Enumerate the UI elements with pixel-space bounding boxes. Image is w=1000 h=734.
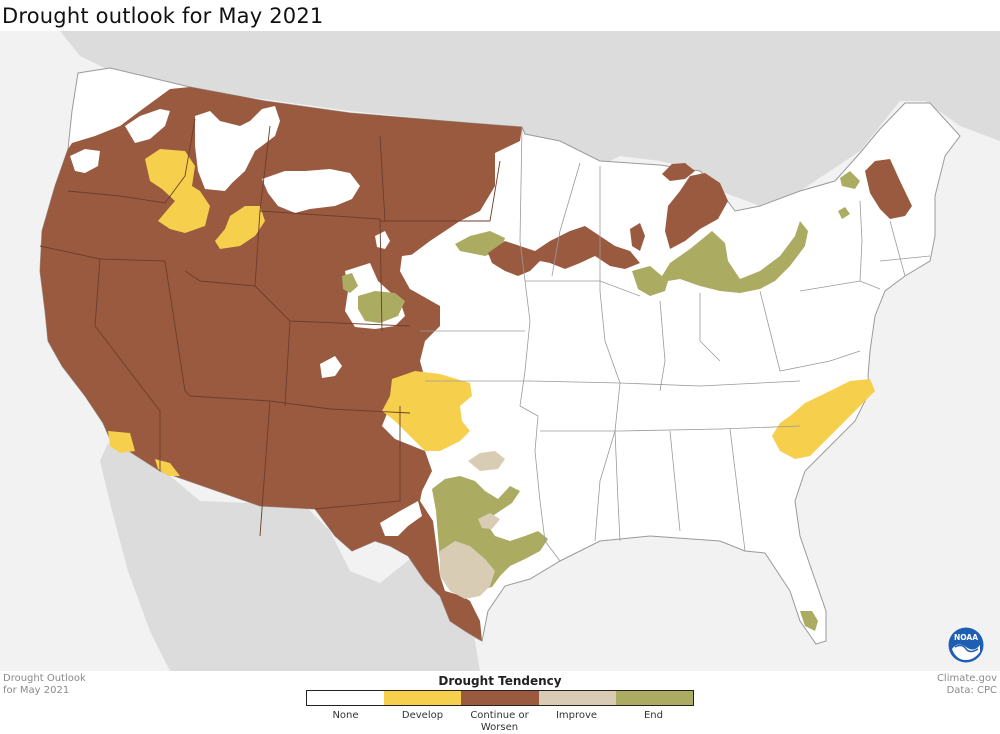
none-hole-wyoming	[262, 169, 360, 213]
improve-region-texas	[440, 541, 495, 599]
none-hole-washington-2	[125, 109, 170, 143]
end-region-ny-small	[840, 171, 860, 189]
canada-landmass	[60, 31, 1000, 206]
end-region-ny-small-2	[838, 207, 850, 219]
legend-swatch-improve	[538, 691, 616, 705]
legend-bar	[306, 690, 694, 706]
footer-left-line2: for May 2021	[3, 685, 70, 696]
none-hole-washington	[70, 149, 100, 173]
none-hole-nebraska	[400, 241, 500, 303]
end-region-nebraska-sd	[455, 231, 505, 256]
continue-region-michigan	[665, 173, 728, 249]
baja-peninsula	[100, 443, 200, 671]
footer-left-line1: Drought Outlook	[3, 673, 86, 684]
state-borders-brown	[39, 118, 501, 537]
footer-left: Drought Outlook for May 2021	[3, 673, 86, 697]
develop-region-carolinas	[772, 379, 875, 459]
drought-map	[39, 31, 1000, 671]
map-panel	[0, 31, 1000, 671]
page-title: Drought outlook for May 2021	[2, 4, 324, 28]
legend-label-improve: Improve	[555, 710, 598, 721]
noaa-logo-text: NOAA	[954, 633, 978, 642]
legend-swatch-none	[307, 691, 385, 705]
improve-region-texas-2	[468, 451, 505, 471]
none-hole-ks-spot	[320, 356, 342, 378]
end-region-ohio-valley	[632, 221, 808, 296]
continue-region-michigan-up	[662, 163, 695, 181]
legend-label-develop: Develop	[401, 710, 444, 721]
develop-region-wyoming	[215, 206, 265, 249]
develop-region-oklahoma	[382, 371, 472, 451]
legend-swatch-end	[615, 691, 694, 705]
legend-label-end: End	[643, 710, 663, 721]
end-region-florida	[800, 611, 818, 631]
footer-right-line1: Climate.gov	[936, 673, 997, 684]
develop-region-arizona	[155, 459, 180, 476]
legend-label-continue: Continue or Worsen	[470, 710, 529, 733]
continue-region-lake-michigan-west	[630, 223, 645, 251]
footer-right-line2: Data: CPC	[946, 685, 997, 696]
legend-swatch-continue	[461, 691, 539, 705]
improve-region-texas-3	[478, 513, 500, 529]
end-region-co-small	[342, 273, 358, 293]
continue-region-northeast	[865, 159, 912, 219]
none-hole-co-spot	[375, 231, 390, 249]
legend-label-none: None	[332, 710, 359, 721]
state-borders	[420, 126, 931, 562]
continue-region-iowa-wisconsin	[488, 226, 640, 276]
legend-title: Drought Tendency	[438, 674, 562, 688]
mexico-landmass	[108, 443, 480, 671]
legend-swatch-develop	[384, 691, 462, 705]
none-hole-nm-tx	[380, 501, 422, 536]
continue-region-west	[40, 87, 522, 641]
noaa-logo: NOAA	[948, 627, 984, 663]
develop-region-socal	[108, 431, 135, 453]
footer-right: Climate.gov Data: CPC	[937, 673, 997, 697]
none-hole-idaho	[195, 106, 280, 191]
develop-region-idaho	[145, 149, 210, 233]
